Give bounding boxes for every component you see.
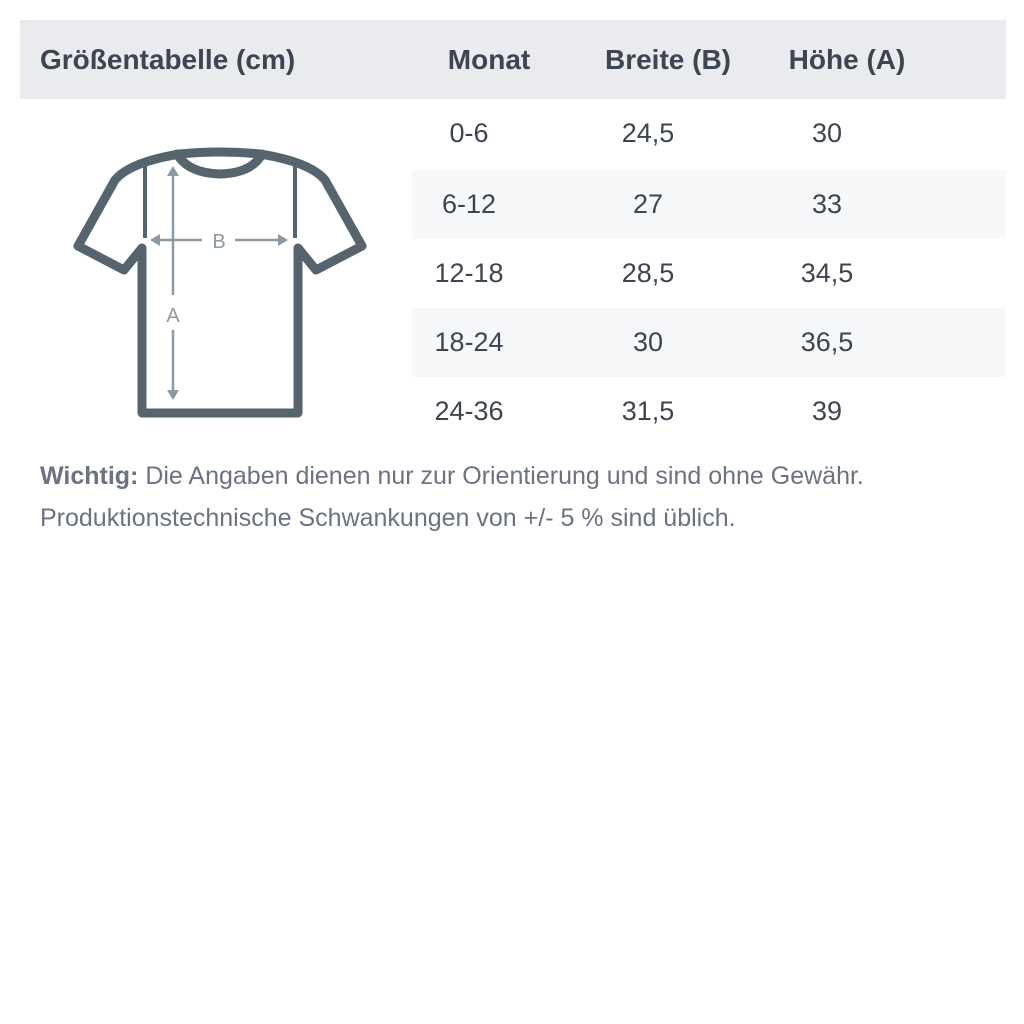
cell-height: 34,5 xyxy=(800,258,854,288)
height-label-a: A xyxy=(166,305,180,327)
column-header-width: Breite (B) xyxy=(604,44,731,75)
table-row: 6-12 27 33 xyxy=(412,170,1006,239)
note-line-2: Produktionstechnische Schwankungen von +… xyxy=(40,504,736,532)
table-row: 18-24 30 36,5 xyxy=(412,308,1006,377)
cell-height: 36,5 xyxy=(800,327,854,357)
column-header-month: Monat xyxy=(447,44,531,75)
cell-month: 6-12 xyxy=(441,189,497,219)
note-label: Wichtig: xyxy=(40,462,139,490)
cell-month: 18-24 xyxy=(434,327,504,357)
table-row: 0-6 24,5 30 xyxy=(412,99,1006,168)
tshirt-collar xyxy=(172,149,267,179)
note-line-1: Die Angaben dienen nur zur Orientierung … xyxy=(138,462,864,490)
cell-width: 30 xyxy=(632,327,664,357)
cell-height: 39 xyxy=(811,396,843,426)
table-row: 24-36 31,5 39 xyxy=(412,377,1006,446)
cell-height: 33 xyxy=(811,189,843,219)
cell-width: 28,5 xyxy=(621,258,675,288)
width-label-b: B xyxy=(212,231,225,253)
cell-month: 12-18 xyxy=(434,258,504,288)
cell-width: 24,5 xyxy=(621,118,675,148)
cell-height: 30 xyxy=(811,118,843,148)
cell-width: 27 xyxy=(632,189,664,219)
disclaimer-note: Wichtig: Die Angaben dienen nur zur Orie… xyxy=(40,455,864,539)
column-header-height: Höhe (A) xyxy=(788,44,906,75)
tshirt-diagram: B A xyxy=(73,147,367,418)
table-header: Größentabelle (cm) Monat Breite (B) Höhe… xyxy=(20,20,1006,99)
table-title: Größentabelle (cm) xyxy=(40,44,296,75)
cell-width: 31,5 xyxy=(621,396,675,426)
cell-month: 24-36 xyxy=(434,396,504,426)
table-row: 12-18 28,5 34,5 xyxy=(412,239,1006,308)
tshirt-outline xyxy=(73,147,367,418)
cell-month: 0-6 xyxy=(449,118,489,148)
